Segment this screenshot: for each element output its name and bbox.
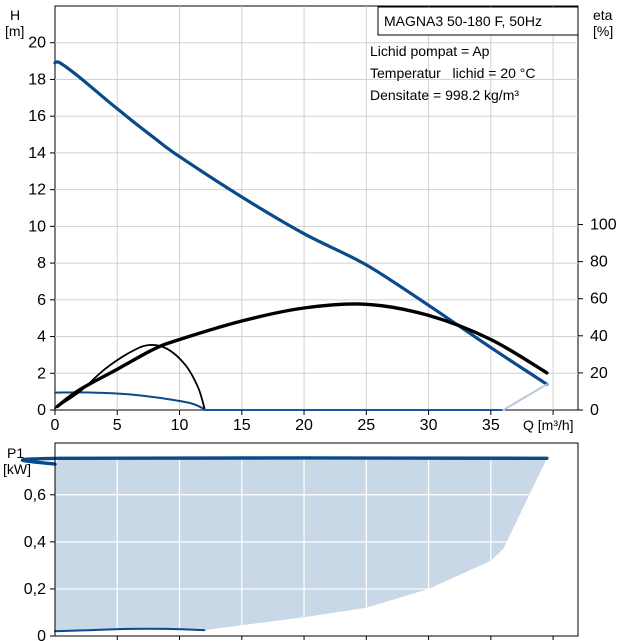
y-tick-label: 12 [28, 182, 46, 199]
y2-tick-label: 20 [590, 365, 608, 382]
y2-tick-label: 100 [590, 217, 617, 234]
y-tick-label: 2 [37, 365, 46, 382]
operating-area [55, 458, 547, 632]
y2-tick-label: 60 [590, 291, 608, 308]
title-frame [377, 6, 579, 36]
annotation-temperature: Temperatur lichid = 20 °C [370, 65, 536, 81]
y-tick-label: 18 [28, 71, 46, 88]
y2-axis-unit-percent: [%] [593, 23, 613, 39]
y-tick-label: 8 [37, 255, 46, 272]
y-tick-label: 14 [28, 145, 46, 162]
head-efficiency-chart: 0 2 4 6 8 10 12 14 16 18 20 0 5 10 15 20 25 30 35 0 20 40 60 80… [5, 5, 617, 434]
y-tick-label: 0,6 [24, 487, 46, 504]
y2-tick-label: 0 [590, 402, 599, 419]
power-chart: 0 0,2 0,4 0,6 P1 [kW] [3, 442, 579, 641]
bottom-plot-border [54, 442, 579, 637]
power-max-curve [21, 456, 549, 466]
x-tick-label: 25 [357, 417, 375, 434]
efficiency-min-curve [54, 344, 206, 409]
efficiency-max-curve [55, 302, 549, 408]
annotation-liquid: Lichid pompat = Ap [370, 43, 490, 59]
head-min-curve [54, 391, 206, 411]
title-box: MAGNA3 50-180 F, 50Hz [377, 6, 579, 36]
x-tick-label: 20 [295, 417, 313, 434]
x-tick-label: 0 [51, 417, 60, 434]
x-tick-label: 35 [482, 417, 500, 434]
annotation-density: Densitate = 998.2 kg/m³ [370, 87, 519, 103]
envelope-right-curve [502, 383, 548, 411]
power-min-curve [54, 627, 206, 633]
y-tick-label: 16 [28, 108, 46, 125]
bottom-ticks: 0 0,2 0,4 0,6 [24, 442, 579, 641]
y-tick-label: 0,4 [24, 534, 46, 551]
x-tick-label: 30 [420, 417, 438, 434]
top-curves [53, 60, 549, 412]
x-tick-label: 15 [233, 417, 251, 434]
x-tick-label: 5 [113, 417, 122, 434]
y-tick-label: 0,2 [24, 581, 46, 598]
bottom-grid [55, 443, 578, 636]
y2-tick-label: 80 [590, 254, 608, 271]
y-axis-unit-m: [m] [5, 23, 24, 39]
y-axis-label-p1: P1 [7, 445, 24, 461]
y-tick-label: 20 [28, 35, 46, 52]
power-area [55, 458, 547, 632]
y-tick-label: 0 [37, 628, 46, 641]
top-grid [55, 6, 578, 410]
chart-title: MAGNA3 50-180 F, 50Hz [384, 13, 542, 29]
y-axis-label-h: H [10, 7, 20, 23]
x-axis-label-q: Q [m³/h] [523, 417, 574, 433]
x-tick-label: 10 [171, 417, 189, 434]
y-tick-label: 4 [37, 329, 46, 346]
head-max-curve [53, 60, 549, 386]
bottom-curves [21, 456, 549, 633]
y-tick-label: 0 [37, 402, 46, 419]
y-axis-unit-kw: [kW] [3, 461, 31, 477]
y2-tick-label: 40 [590, 328, 608, 345]
y2-axis-label-eta: eta [593, 7, 613, 23]
top-ticks: 0 2 4 6 8 10 12 14 16 18 20 0 5 10 15 20 25 30 35 0 20 40 60 80… [28, 35, 617, 434]
y-tick-label: 6 [37, 292, 46, 309]
y-tick-label: 10 [28, 218, 46, 235]
